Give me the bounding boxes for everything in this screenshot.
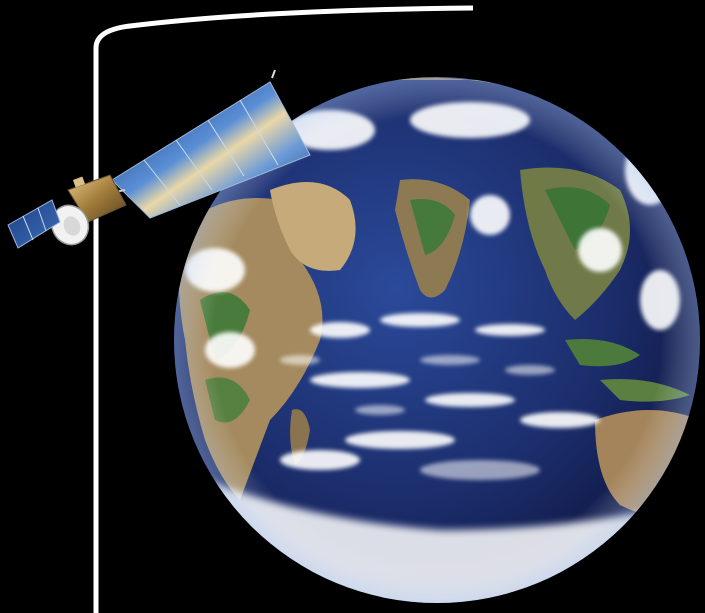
orbit-path bbox=[93, 5, 474, 613]
earth-globe bbox=[174, 77, 700, 603]
solar-array-small bbox=[7, 199, 61, 249]
satellite bbox=[7, 69, 311, 249]
solar-array-main bbox=[111, 69, 311, 219]
